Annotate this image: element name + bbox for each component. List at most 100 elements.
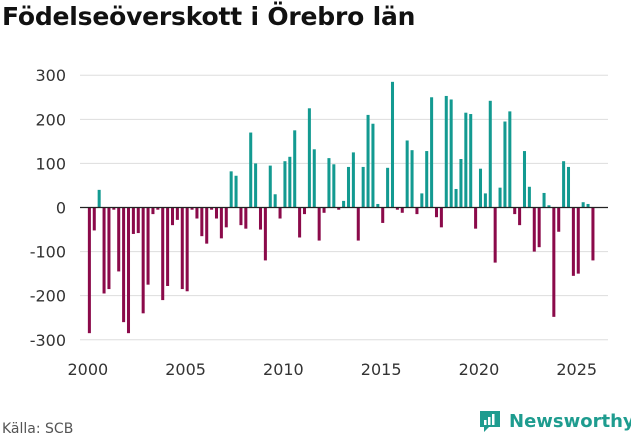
bar [449, 99, 453, 208]
bar [518, 207, 522, 226]
bar [322, 207, 326, 213]
bar [562, 161, 566, 208]
bar [532, 207, 536, 252]
bar [312, 149, 316, 208]
bar [425, 151, 429, 208]
bar [263, 207, 267, 261]
bar [97, 189, 101, 208]
x-axis-tick-labels: 2000 2005 2010 2015 2020 2025 [67, 360, 597, 379]
bar [283, 161, 287, 208]
newsworthy-chart-logo-icon [480, 411, 500, 432]
bar [342, 200, 346, 208]
bar [268, 165, 272, 208]
bar [386, 167, 390, 208]
bar [244, 207, 248, 229]
bar [508, 111, 512, 208]
bar [390, 81, 395, 208]
chart-title: Födelseöverskott i Örebro län [2, 2, 416, 31]
bar [552, 207, 556, 317]
x-tick-label: 2000 [67, 360, 108, 379]
bar [591, 207, 595, 261]
bar [288, 156, 292, 208]
bar [361, 166, 365, 208]
bar [302, 207, 307, 215]
bar [229, 171, 233, 208]
bar [258, 207, 263, 230]
bar [107, 207, 111, 290]
bar [498, 187, 502, 208]
bar [434, 207, 439, 218]
bar [214, 207, 219, 219]
y-tick-label: 100 [35, 154, 66, 173]
bars [87, 81, 595, 334]
bar [224, 207, 228, 228]
bar [175, 207, 179, 220]
y-axis-tick-labels: -300 -200 -100 0 100 200 300 [30, 66, 66, 350]
brand-logo[interactable]: Newsworthy [477, 408, 631, 434]
bar [327, 158, 331, 208]
bar [415, 207, 419, 215]
bar [557, 207, 561, 232]
bar [200, 207, 204, 237]
bar [141, 207, 145, 314]
bar [483, 193, 487, 208]
bar [469, 114, 473, 208]
bar [346, 166, 351, 208]
x-tick-label: 2025 [556, 360, 597, 379]
bar [136, 207, 140, 234]
bar [102, 207, 106, 294]
y-tick-label: 0 [56, 199, 66, 218]
bar [317, 207, 321, 241]
x-tick-label: 2005 [165, 360, 206, 379]
bar [249, 132, 253, 208]
bar [112, 207, 116, 210]
bar [522, 151, 527, 208]
y-tick-label: -300 [30, 331, 66, 350]
bar [195, 207, 199, 219]
bar [293, 130, 297, 208]
bar [454, 188, 458, 208]
y-tick-label: -200 [30, 287, 66, 306]
bar [488, 100, 492, 208]
bar [405, 140, 409, 208]
bar [131, 207, 135, 234]
bar [166, 207, 170, 286]
bar [87, 207, 91, 334]
bar [459, 159, 463, 208]
bar [547, 205, 551, 208]
bar [239, 207, 243, 226]
bar [366, 114, 370, 208]
brand-name: Newsworthy [509, 410, 631, 432]
bar [410, 150, 414, 208]
bar [205, 207, 209, 244]
bar [156, 207, 160, 210]
bar [478, 168, 483, 208]
bar [356, 207, 360, 241]
bar [542, 192, 546, 208]
bar [527, 186, 531, 208]
bar [430, 97, 434, 208]
y-tick-label: -100 [30, 243, 66, 262]
bar [474, 207, 478, 229]
bar [278, 207, 282, 219]
bar [170, 207, 175, 226]
bar [185, 207, 189, 292]
bar [254, 163, 258, 208]
bar [122, 207, 126, 323]
bar [351, 152, 355, 208]
x-tick-label: 2015 [361, 360, 402, 379]
bar [371, 123, 375, 208]
bar [464, 112, 468, 208]
bar [332, 164, 336, 208]
bar [571, 207, 575, 276]
y-tick-label: 200 [35, 110, 66, 129]
bar [337, 207, 341, 210]
bar [307, 108, 311, 208]
bar [126, 207, 131, 334]
bar [234, 175, 238, 208]
bar [586, 203, 590, 208]
y-tick-label: 300 [35, 66, 66, 85]
bar [566, 166, 571, 208]
bar [420, 193, 424, 208]
